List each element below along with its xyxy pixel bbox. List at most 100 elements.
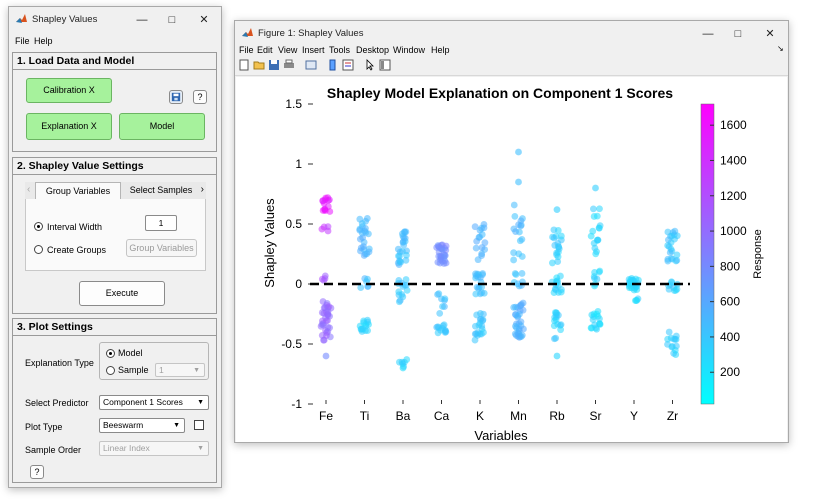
- menu-window[interactable]: Window: [393, 45, 426, 55]
- menu-tools[interactable]: Tools: [329, 45, 351, 55]
- insert-colorbar-icon[interactable]: [327, 59, 339, 71]
- calibration-x-button[interactable]: Calibration X: [26, 78, 112, 103]
- minimize-button[interactable]: —: [702, 28, 714, 40]
- plot-option-checkbox[interactable]: [194, 420, 204, 430]
- print-icon[interactable]: [283, 59, 295, 71]
- data-point: [665, 328, 673, 336]
- data-point: [403, 286, 411, 294]
- data-point: [403, 251, 410, 259]
- link-plot-icon[interactable]: [305, 59, 317, 71]
- insert-legend-icon[interactable]: [342, 59, 354, 71]
- data-point: [591, 321, 599, 329]
- dropdown-arrow-icon: ▼: [197, 445, 204, 452]
- data-point: [478, 244, 486, 251]
- x-tick-label: Sr: [590, 409, 602, 423]
- close-button[interactable]: ✕: [199, 14, 209, 26]
- sample-select[interactable]: 1 ▼: [155, 363, 205, 377]
- load-model-icon-button[interactable]: [169, 90, 183, 104]
- menu-file[interactable]: File: [15, 36, 30, 46]
- data-point: [596, 267, 604, 275]
- colorbar-label: Response: [752, 229, 764, 279]
- tab-select-samples[interactable]: Select Samples: [129, 185, 193, 195]
- close-button[interactable]: ✕: [765, 28, 775, 40]
- data-point: [555, 245, 563, 253]
- figure-window-title: Figure 1: Shapley Values: [258, 28, 364, 39]
- load-data-title: 1. Load Data and Model: [17, 55, 135, 67]
- data-point: [553, 206, 561, 214]
- model-button[interactable]: Model: [119, 113, 205, 140]
- menu-view[interactable]: View: [278, 45, 298, 55]
- data-point: [478, 283, 485, 291]
- execute-button[interactable]: Execute: [79, 281, 165, 306]
- data-point: [671, 235, 678, 243]
- sample-option-radio[interactable]: [106, 366, 115, 375]
- property-inspector-icon[interactable]: [379, 59, 391, 71]
- menu-help[interactable]: Help: [34, 36, 53, 46]
- interval-width-input[interactable]: 1: [145, 215, 177, 231]
- data-point: [363, 215, 371, 222]
- data-point: [357, 244, 365, 252]
- menu-file[interactable]: File: [239, 45, 254, 55]
- data-point: [439, 303, 446, 310]
- menu-desktop[interactable]: Desktop: [356, 45, 390, 55]
- data-point: [558, 286, 565, 293]
- maximize-button[interactable]: □: [734, 28, 742, 40]
- data-point: [322, 352, 330, 360]
- data-point: [517, 301, 525, 309]
- data-point: [554, 258, 562, 265]
- load-help-button[interactable]: ?: [193, 90, 207, 104]
- app-window-title: Shapley Values: [32, 14, 98, 25]
- data-point: [472, 290, 480, 298]
- data-point: [324, 317, 331, 324]
- data-point: [396, 252, 403, 260]
- maximize-button[interactable]: □: [168, 14, 176, 26]
- data-point: [518, 253, 526, 260]
- sample-option-label: Sample: [118, 365, 149, 375]
- new-figure-icon[interactable]: [238, 59, 250, 71]
- predictor-select[interactable]: Component 1 Scores ▼: [99, 395, 209, 410]
- model-option-radio[interactable]: [106, 349, 115, 358]
- explanation-x-button[interactable]: Explanation X: [26, 113, 112, 140]
- data-point: [591, 268, 598, 276]
- x-tick-label: Zr: [667, 409, 678, 423]
- data-point: [437, 245, 445, 253]
- data-point: [398, 358, 406, 366]
- data-point: [510, 249, 518, 257]
- tab-group-variables[interactable]: Group Variables: [35, 182, 121, 199]
- data-point: [518, 236, 526, 243]
- y-tick-label: -0.5: [281, 337, 302, 351]
- data-point: [510, 256, 518, 264]
- save-icon[interactable]: [268, 59, 280, 71]
- group-variables-button[interactable]: Group Variables: [126, 239, 197, 257]
- data-point: [557, 326, 565, 334]
- data-point: [402, 276, 410, 283]
- interval-width-radio[interactable]: [34, 222, 43, 231]
- data-point: [481, 239, 489, 247]
- plot-type-select[interactable]: Beeswarm ▼: [99, 418, 185, 433]
- menu-edit[interactable]: Edit: [257, 45, 273, 55]
- data-point: [324, 308, 332, 315]
- plot-help-button[interactable]: ?: [30, 465, 44, 479]
- data-point: [665, 285, 673, 293]
- app-titlebar[interactable]: Shapley Values — □ ✕: [9, 7, 221, 33]
- data-point: [437, 326, 445, 334]
- dropdown-arrow-icon: ▼: [173, 422, 180, 429]
- data-point: [434, 291, 441, 298]
- open-file-icon[interactable]: [253, 59, 265, 71]
- tab-scroll-right-icon[interactable]: ›: [200, 184, 204, 195]
- colorbar-tick-label: 1200: [720, 189, 747, 203]
- menu-help[interactable]: Help: [431, 45, 450, 55]
- edit-plot-cursor-icon[interactable]: [364, 59, 376, 71]
- beeswarm-chart[interactable]: Shapley Model Explanation on Component 1…: [236, 77, 787, 442]
- create-groups-radio[interactable]: [34, 245, 43, 254]
- minimize-button[interactable]: —: [136, 14, 148, 26]
- data-point: [512, 331, 520, 339]
- data-point: [402, 256, 410, 264]
- tab-scroll-left-icon[interactable]: ‹: [27, 184, 31, 195]
- tab-strip: ‹ Group Variables Select Samples ›: [25, 182, 206, 200]
- menu-insert[interactable]: Insert: [302, 45, 325, 55]
- figure-titlebar[interactable]: Figure 1: Shapley Values — □ ✕: [235, 21, 788, 47]
- toolbar-dock-icon[interactable]: ↘: [777, 44, 784, 53]
- sample-order-select[interactable]: Linear Index ▼: [99, 441, 209, 456]
- data-point: [442, 328, 450, 336]
